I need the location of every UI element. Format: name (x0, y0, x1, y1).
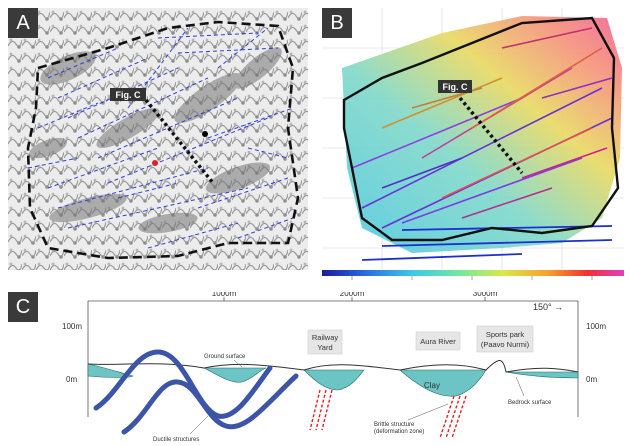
panel-c-cross-section: 1000m 2000m 3000m 100m 0m 100m 0m 150° → (8, 292, 624, 444)
distance-tick-2000m: 2000m (340, 292, 365, 298)
panel-label-a: A (8, 8, 38, 38)
ductile-structures-annotation: Ductile structures (153, 437, 199, 443)
top-axis-ticks (223, 297, 486, 301)
fig-c-label-a: Fig. C (116, 90, 141, 100)
distance-tick-1000m: 1000m (212, 292, 237, 298)
red-point-marker (152, 160, 158, 166)
clay-deposits (87, 363, 579, 397)
colored-data-area (342, 16, 622, 253)
brittle-fault-lines (309, 389, 467, 439)
fig-c-label-box (110, 88, 146, 101)
panel-b-map-graphic: Fig. C (322, 8, 624, 280)
ground-surface-leader (233, 359, 243, 368)
panel-b-colored-map: Fig. C B (322, 8, 624, 286)
distance-tick-3000m: 3000m (473, 292, 498, 298)
aura-river-box (415, 331, 461, 351)
sports-park-label-line1: Sports park (486, 330, 525, 339)
long-blue-lineaments (361, 225, 613, 261)
brittle-structure-leader (407, 403, 449, 421)
bedrock-surface-annotation: Bedrock surface (508, 400, 552, 406)
fig-c-label-box-b (438, 80, 472, 93)
bearing-indicator: 150° → (533, 302, 563, 312)
panel-label-c: C (8, 292, 38, 322)
railway-yard-box (307, 329, 343, 355)
elevation-label-right-100m: 100m (586, 322, 606, 331)
ductile-structures-leader (189, 415, 209, 435)
elevation-label-left-0m: 0m (66, 375, 77, 384)
railway-yard-label-line1: Railway (312, 333, 339, 342)
clay-annotation: Clay (424, 381, 440, 390)
study-area-boundary (26, 20, 300, 260)
sports-park-box (476, 325, 534, 353)
brittle-structure-annotation-line1: Brittle structure (374, 422, 415, 428)
panel-label-b: B (322, 8, 352, 38)
ground-surface-line (87, 360, 579, 373)
panel-a-map-graphic: Fig. C (8, 8, 308, 270)
sports-park-label-line2: (Paavo Nurmi) (481, 340, 530, 349)
relief-patches (29, 47, 282, 234)
ground-surface-annotation: Ground surface (204, 354, 246, 360)
colorbar (322, 270, 624, 276)
ductile-fold-structures (93, 349, 299, 435)
black-point-marker (202, 131, 208, 137)
brittle-structure-annotation-line2: (deformation zone) (374, 429, 424, 435)
aura-river-label: Aura River (420, 337, 456, 346)
panel-a-hillshade-map: Fig. C A (8, 8, 308, 270)
colorbar-ticks (351, 276, 593, 280)
bedrock-surface-leader (515, 376, 525, 397)
elevation-label-left-100m: 100m (62, 322, 82, 331)
study-area-boundary-b (342, 16, 620, 242)
lineaments-blue-dashed (27, 27, 294, 249)
fig-c-section-line-b (458, 96, 524, 175)
fig-c-label-b: Fig. C (443, 82, 468, 92)
cross-section-graphic: 1000m 2000m 3000m 100m 0m 100m 0m 150° → (62, 292, 606, 443)
elevation-label-right-0m: 0m (586, 375, 597, 384)
railway-yard-label-line2: Yard (317, 343, 332, 352)
